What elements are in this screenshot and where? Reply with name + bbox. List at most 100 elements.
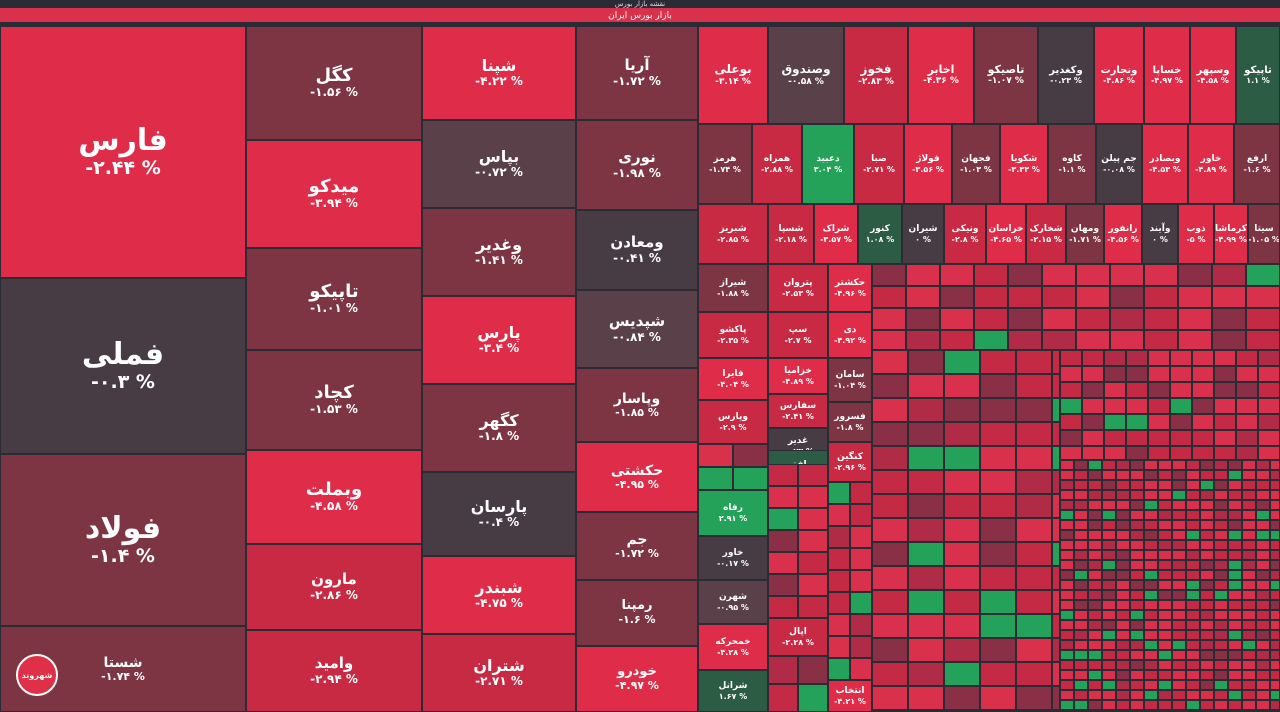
small-cap-tile[interactable] [1104, 430, 1126, 446]
small-cap-tile[interactable] [828, 548, 850, 570]
treemap-tile[interactable]: بپاس -۰.۷۲ % [422, 120, 576, 208]
small-cap-tile[interactable] [1116, 650, 1130, 660]
treemap-tile[interactable]: مارون -۲.۸۶ % [246, 544, 422, 630]
treemap-tile[interactable]: شبریز -۲.۸۵ % [698, 204, 768, 264]
small-cap-tile[interactable] [1256, 550, 1270, 560]
small-cap-tile[interactable] [1144, 670, 1158, 680]
treemap-tile[interactable]: پارسان -۰.۴ % [422, 472, 576, 556]
small-cap-tile[interactable] [1256, 580, 1270, 590]
small-cap-tile[interactable] [1016, 590, 1052, 614]
small-cap-tile[interactable] [1130, 650, 1144, 660]
small-cap-tile[interactable] [1116, 520, 1130, 530]
small-cap-tile[interactable] [1256, 490, 1270, 500]
small-cap-tile[interactable] [980, 494, 1016, 518]
small-cap-tile[interactable] [1088, 670, 1102, 680]
small-cap-tile[interactable] [1186, 560, 1200, 570]
small-cap-tile[interactable] [1158, 650, 1172, 660]
small-cap-tile[interactable] [798, 552, 828, 574]
small-cap-tile[interactable] [1270, 540, 1280, 550]
small-cap-tile[interactable] [1088, 510, 1102, 520]
small-cap-tile[interactable] [1130, 640, 1144, 650]
treemap-tile[interactable]: تاصیکو -۱.۰۷ % [974, 26, 1038, 124]
small-cap-tile[interactable] [1060, 620, 1074, 630]
small-cap-tile[interactable] [1074, 550, 1088, 560]
small-cap-tile[interactable] [1270, 640, 1280, 650]
small-cap-tile[interactable] [1088, 610, 1102, 620]
small-cap-tile[interactable] [1258, 414, 1280, 430]
small-cap-tile[interactable] [1256, 470, 1270, 480]
small-cap-tile[interactable] [1172, 620, 1186, 630]
small-cap-tile[interactable] [768, 530, 798, 552]
small-cap-tile[interactable] [944, 566, 980, 590]
small-cap-tile[interactable] [944, 494, 980, 518]
small-cap-tile[interactable] [1186, 600, 1200, 610]
small-cap-tile[interactable] [1126, 382, 1148, 398]
small-cap-tile[interactable] [1214, 510, 1228, 520]
small-cap-tile[interactable] [1214, 600, 1228, 610]
small-cap-tile[interactable] [1270, 630, 1280, 640]
small-cap-tile[interactable] [1082, 446, 1104, 460]
small-cap-tile[interactable] [1060, 500, 1074, 510]
small-cap-tile[interactable] [1172, 610, 1186, 620]
small-cap-tile[interactable] [1074, 660, 1088, 670]
small-cap-tile[interactable] [1256, 700, 1270, 710]
small-cap-tile[interactable] [1172, 500, 1186, 510]
small-cap-tile[interactable] [1172, 600, 1186, 610]
small-cap-tile[interactable] [1088, 480, 1102, 490]
small-cap-tile[interactable] [1186, 640, 1200, 650]
small-cap-tile[interactable] [1228, 500, 1242, 510]
small-cap-tile[interactable] [1242, 590, 1256, 600]
small-cap-tile[interactable] [1116, 530, 1130, 540]
small-cap-tile[interactable] [1236, 414, 1258, 430]
small-cap-tile[interactable] [828, 592, 850, 614]
small-cap-tile[interactable] [1088, 600, 1102, 610]
small-cap-tile[interactable] [1158, 690, 1172, 700]
small-cap-tile[interactable] [872, 286, 906, 308]
small-cap-tile[interactable] [1228, 540, 1242, 550]
small-cap-tile[interactable] [980, 542, 1016, 566]
small-cap-tile[interactable] [1102, 460, 1116, 470]
small-cap-tile[interactable] [850, 548, 872, 570]
small-cap-tile[interactable] [1052, 422, 1060, 446]
small-cap-tile[interactable] [698, 467, 733, 490]
treemap-tile[interactable]: صبا -۲.۷۱ % [854, 124, 904, 204]
small-cap-tile[interactable] [1200, 530, 1214, 540]
treemap-tile[interactable]: وپاسار -۱.۸۵ % [576, 368, 698, 442]
small-cap-tile[interactable] [1060, 446, 1082, 460]
small-cap-tile[interactable] [1060, 640, 1074, 650]
treemap-tile[interactable]: فجهان -۱.۰۳ % [952, 124, 1000, 204]
treemap-tile[interactable]: کرماشا -۴.۹۹ % [1214, 204, 1248, 264]
small-cap-tile[interactable] [768, 596, 798, 618]
small-cap-tile[interactable] [1200, 600, 1214, 610]
small-cap-tile[interactable] [1270, 470, 1280, 480]
small-cap-tile[interactable] [1200, 490, 1214, 500]
small-cap-tile[interactable] [1074, 470, 1088, 480]
small-cap-tile[interactable] [1082, 366, 1104, 382]
small-cap-tile[interactable] [980, 398, 1016, 422]
treemap-tile[interactable]: وسپهر -۴.۵۸ % [1190, 26, 1236, 124]
treemap-tile[interactable]: تاپیکو -۱.۰۱ % [246, 248, 422, 350]
small-cap-tile[interactable] [1088, 500, 1102, 510]
treemap-tile[interactable]: فولاد -۱.۴ % [0, 454, 246, 626]
small-cap-tile[interactable] [1270, 690, 1280, 700]
small-cap-tile[interactable] [1242, 700, 1256, 710]
small-cap-tile[interactable] [1214, 446, 1236, 460]
small-cap-tile[interactable] [1256, 590, 1270, 600]
small-cap-tile[interactable] [1008, 286, 1042, 308]
small-cap-tile[interactable] [1158, 490, 1172, 500]
small-cap-tile[interactable] [1074, 570, 1088, 580]
small-cap-tile[interactable] [1178, 308, 1212, 330]
small-cap-tile[interactable] [908, 494, 944, 518]
small-cap-tile[interactable] [1270, 600, 1280, 610]
small-cap-tile[interactable] [908, 614, 944, 638]
small-cap-tile[interactable] [1082, 414, 1104, 430]
treemap-tile[interactable]: وبملت -۴.۵۸ % [246, 450, 422, 544]
small-cap-tile[interactable] [1172, 700, 1186, 710]
small-cap-tile[interactable] [1158, 670, 1172, 680]
small-cap-tile[interactable] [1214, 610, 1228, 620]
treemap-tile[interactable]: ومعادن -۰.۴۱ % [576, 210, 698, 290]
small-cap-tile[interactable] [1074, 670, 1088, 680]
small-cap-tile[interactable] [1228, 580, 1242, 590]
small-cap-tile[interactable] [1052, 662, 1060, 686]
small-cap-tile[interactable] [980, 590, 1016, 614]
